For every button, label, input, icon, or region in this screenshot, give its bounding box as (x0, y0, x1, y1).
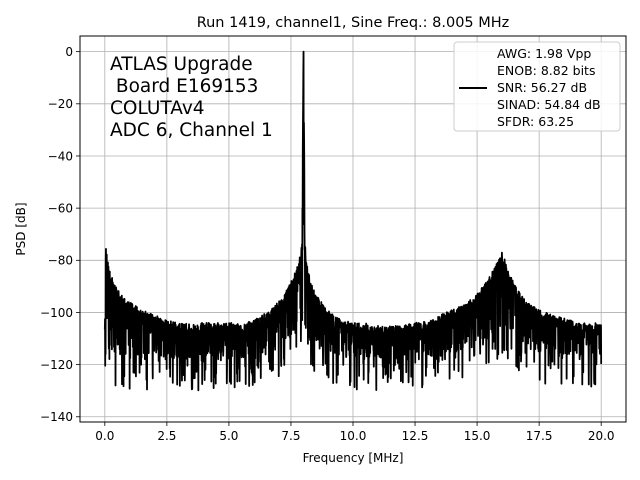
legend-box (453, 41, 621, 132)
x-axis-ticks: 0.0 2.5 5.0 7.5 10.0 12.5 15.0 17.5 20.0 (95, 422, 615, 443)
x-tick-label: 12.5 (402, 429, 429, 443)
y-tick-label: −40 (48, 149, 73, 163)
y-axis-ticks: 0 −20 −40 −60 −80 −100 −120 −140 (40, 45, 80, 424)
legend-entry: AWG: 1.98 Vpp (497, 46, 591, 61)
x-tick-label: 20.0 (588, 429, 615, 443)
x-tick-label: 10.0 (340, 429, 367, 443)
annotation-line: ATLAS Upgrade (110, 54, 253, 75)
y-tick-label: −60 (48, 201, 73, 215)
y-tick-label: −100 (40, 306, 73, 320)
y-axis-label: PSD [dB] (14, 202, 28, 255)
legend-entry: ENOB: 8.82 bits (497, 63, 595, 78)
legend-entry: SFDR: 63.25 (497, 114, 574, 129)
x-tick-label: 2.5 (157, 429, 176, 443)
y-tick-label: −20 (48, 97, 73, 111)
x-tick-label: 0.0 (95, 429, 114, 443)
y-tick-label: −80 (48, 254, 73, 268)
y-tick-label: −120 (40, 358, 73, 372)
annotation-line: Board E169153 (110, 76, 258, 97)
chart-title: Run 1419, channel1, Sine Freq.: 8.005 MH… (197, 15, 510, 31)
x-tick-label: 15.0 (464, 429, 491, 443)
y-tick-label: 0 (65, 45, 73, 59)
psd-series-line (103, 50, 603, 392)
x-axis-label: Frequency [MHz] (303, 451, 404, 465)
legend-entry: SNR: 56.27 dB (497, 80, 587, 95)
y-tick-label: −140 (40, 410, 73, 424)
x-tick-label: 17.5 (526, 429, 553, 443)
annotation-line: COLUTAv4 (110, 98, 205, 119)
annotation-line: ADC 6, Channel 1 (110, 120, 273, 141)
x-tick-label: 5.0 (219, 429, 238, 443)
x-tick-label: 7.5 (281, 429, 300, 443)
annotation-block: ATLAS Upgrade Board E169153 COLUTAv4 ADC… (110, 54, 273, 141)
legend: AWG: 1.98 Vpp ENOB: 8.82 bits SNR: 56.27… (453, 41, 621, 132)
legend-entry: SINAD: 54.84 dB (497, 97, 601, 112)
